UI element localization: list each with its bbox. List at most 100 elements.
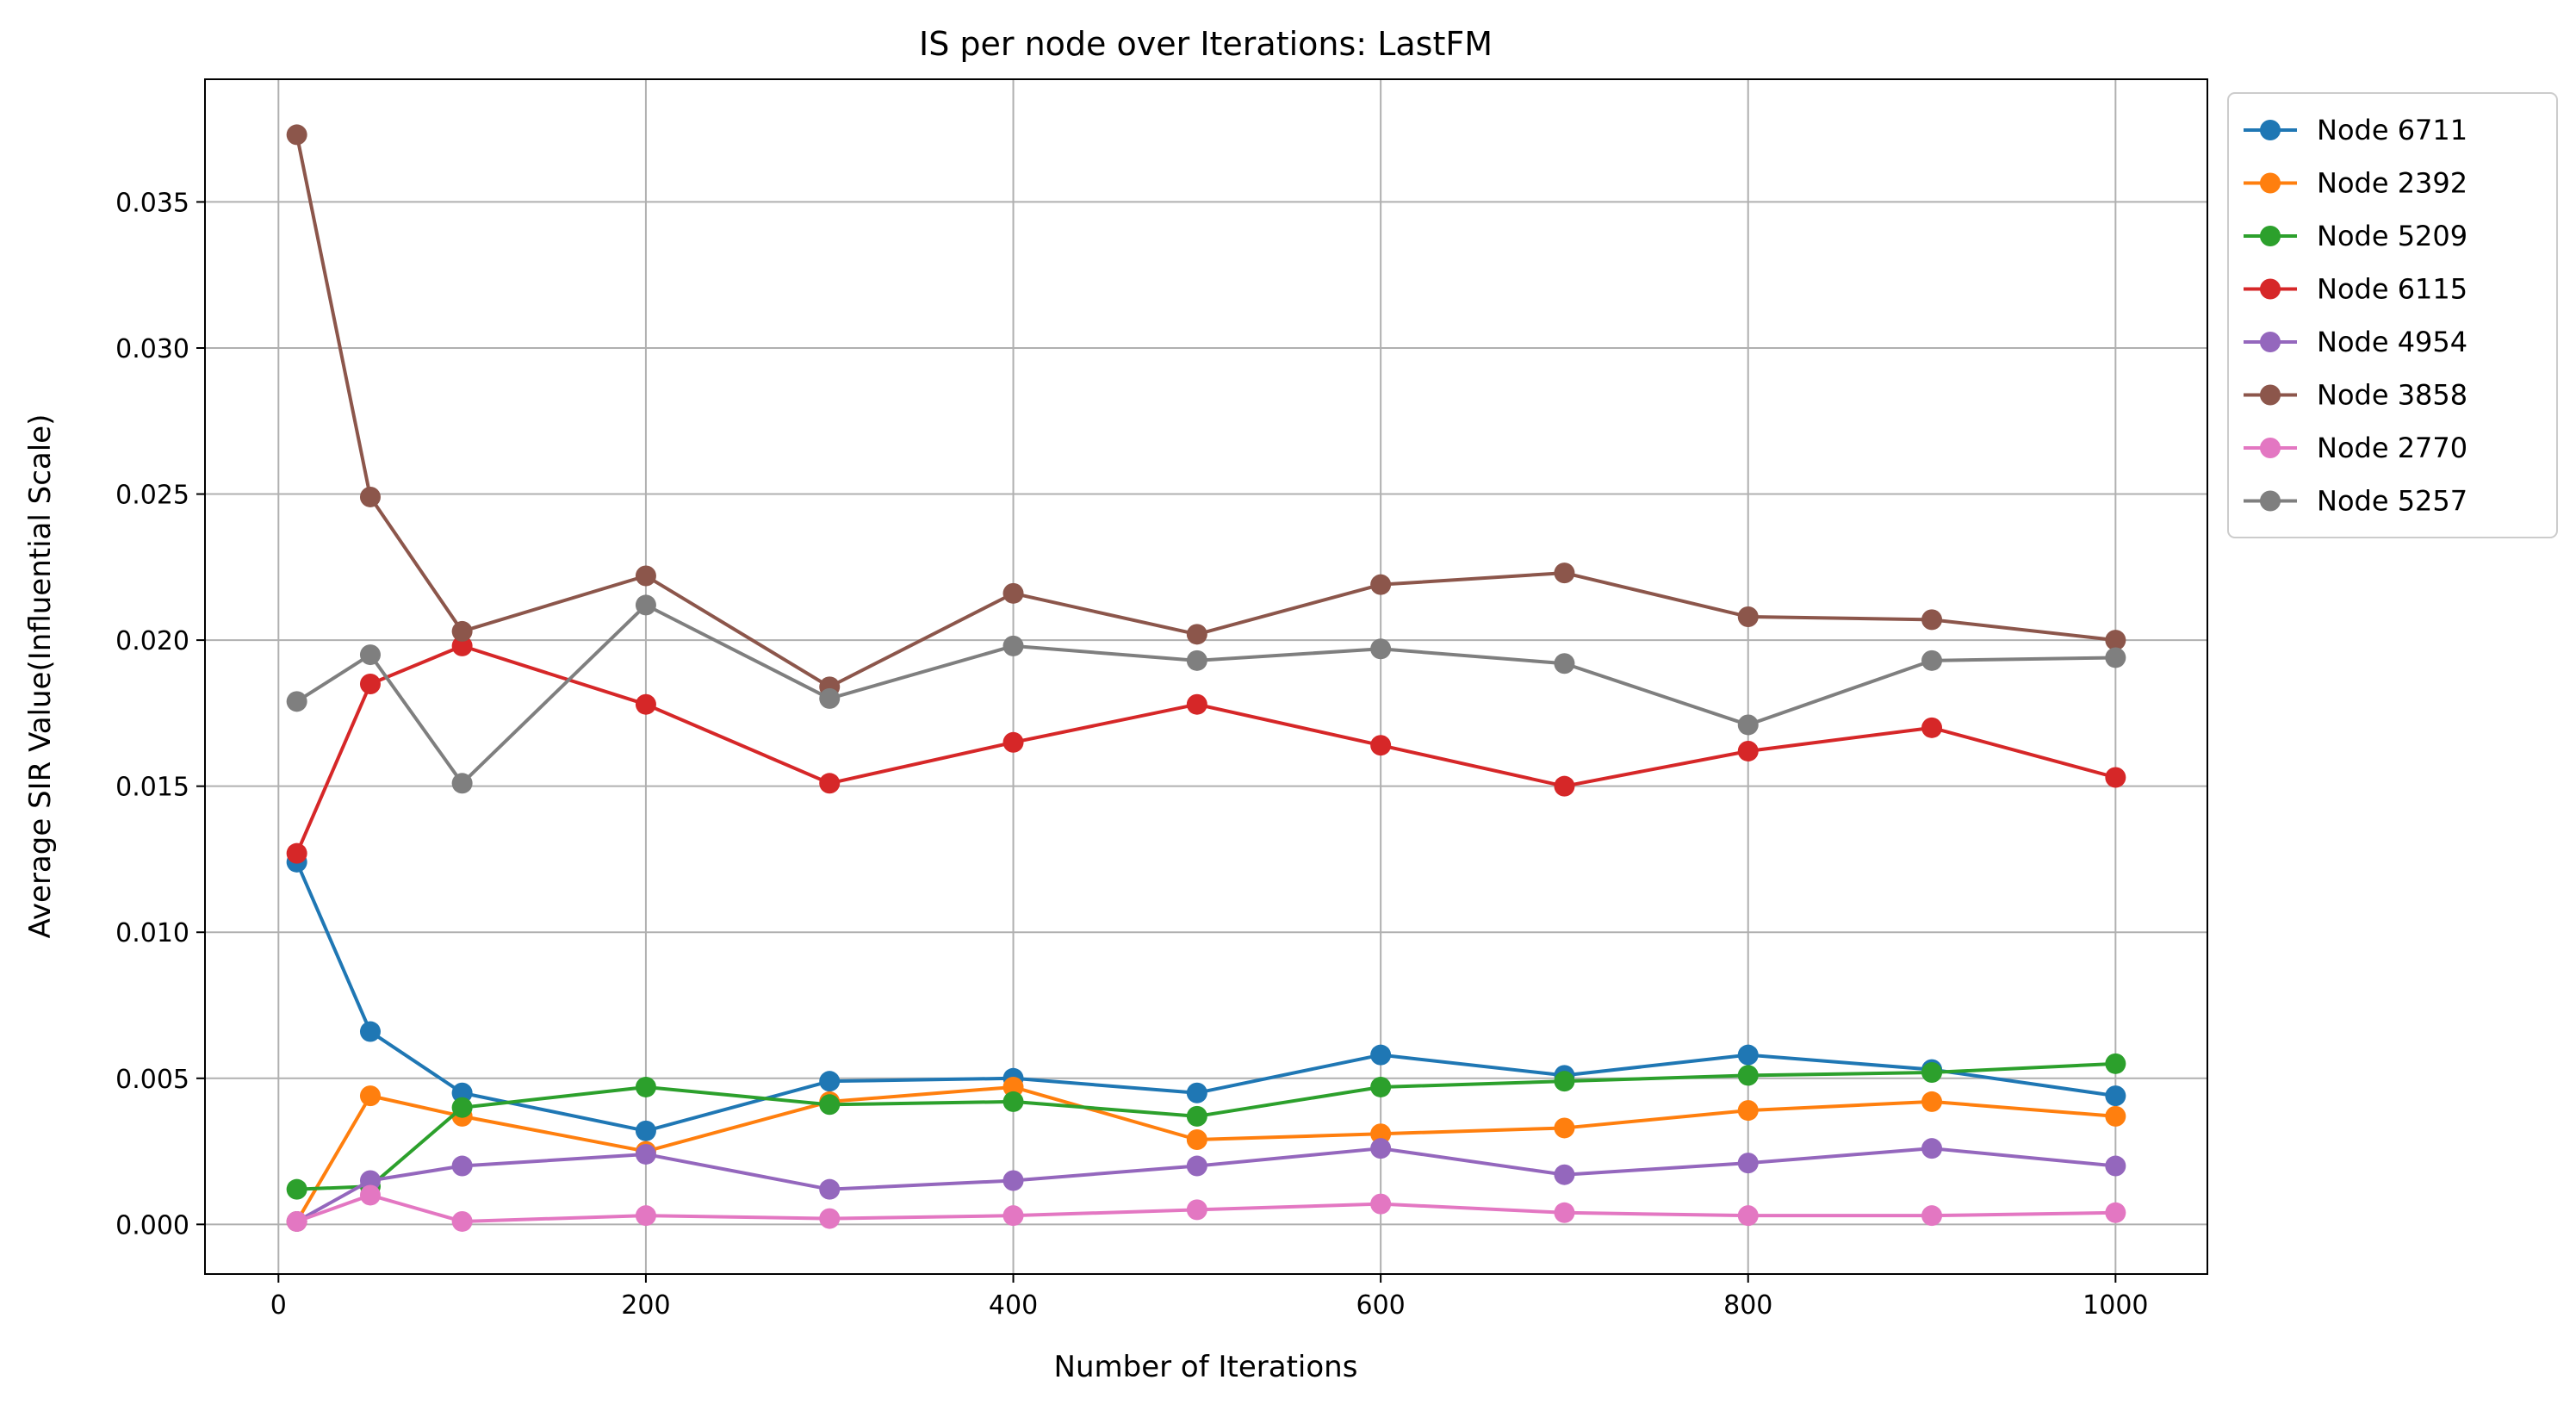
data-point-node-2770	[1737, 1205, 1759, 1227]
data-point-node-5257	[1554, 653, 1575, 674]
legend-item-node-5257: Node 5257	[2244, 485, 2467, 518]
legend-marker	[2260, 226, 2281, 246]
data-point-node-2392	[1002, 1076, 1024, 1097]
y-tick-label: 0.005	[115, 1065, 189, 1095]
data-point-node-5257	[819, 687, 841, 709]
series-node-2770	[286, 1184, 2126, 1232]
data-point-node-5257	[2105, 647, 2126, 668]
data-point-node-2392	[1921, 1091, 1943, 1112]
data-point-node-6711	[1737, 1044, 1759, 1066]
y-tick-label: 0.035	[115, 188, 189, 218]
data-point-node-2770	[635, 1205, 656, 1227]
data-point-node-3858	[1737, 606, 1759, 627]
series-node-6711	[286, 851, 2126, 1141]
data-point-node-4954	[359, 1170, 381, 1191]
legend-item-node-5209: Node 5209	[2244, 220, 2467, 252]
y-tick-label: 0.000	[115, 1210, 189, 1240]
legend-marker	[2260, 438, 2281, 458]
x-tick-label: 0	[270, 1290, 287, 1321]
legend-label: Node 6711	[2317, 114, 2467, 146]
series-line-node-5209	[296, 1061, 2116, 1191]
data-point-node-6115	[635, 693, 656, 715]
y-tick-label: 0.030	[115, 334, 189, 364]
data-point-node-4954	[1370, 1138, 1392, 1159]
data-point-node-2770	[1554, 1202, 1575, 1223]
series-line-node-5257	[295, 603, 2116, 786]
data-point-node-5257	[1737, 714, 1759, 736]
data-point-node-4954	[451, 1155, 473, 1177]
data-point-node-3858	[1921, 609, 1943, 631]
data-point-node-5257	[359, 644, 381, 666]
series-line-node-6711	[295, 861, 2116, 1133]
data-point-node-5209	[286, 1178, 307, 1200]
data-point-node-6711	[1186, 1082, 1207, 1103]
data-point-node-6115	[1737, 740, 1759, 761]
y-tick-label: 0.010	[115, 918, 189, 948]
data-point-node-2770	[1370, 1193, 1392, 1215]
grid-lines	[205, 79, 2207, 1274]
data-point-node-3858	[1002, 582, 1024, 604]
legend-marker	[2260, 384, 2281, 406]
data-point-node-4954	[819, 1178, 841, 1200]
data-point-node-4954	[1921, 1138, 1943, 1159]
data-point-node-3858	[1554, 563, 1575, 584]
series-line-node-4954	[295, 1147, 2116, 1223]
x-axis-label: Number of Iterations	[1054, 1350, 1358, 1384]
x-tick-label: 600	[1356, 1290, 1406, 1321]
legend-marker	[2260, 278, 2281, 300]
data-point-node-5209	[819, 1094, 841, 1116]
data-point-node-2770	[1002, 1205, 1024, 1227]
legend-item-node-6115: Node 6115	[2244, 273, 2467, 306]
data-point-node-3858	[1186, 624, 1207, 645]
data-point-node-4954	[2105, 1155, 2126, 1177]
data-point-node-6115	[1554, 775, 1575, 797]
data-point-node-4954	[1186, 1155, 1207, 1177]
legend-label: Node 3858	[2317, 379, 2467, 412]
data-point-node-6115	[2105, 767, 2126, 788]
series-line-node-6115	[295, 643, 2116, 855]
data-point-node-2770	[1186, 1199, 1207, 1221]
data-point-node-6115	[451, 635, 473, 656]
series-node-5257	[286, 594, 2126, 794]
x-tick-label: 1000	[2083, 1290, 2148, 1321]
legend-marker	[2260, 120, 2281, 140]
series-line-node-2392	[295, 1085, 2116, 1222]
data-point-node-2770	[286, 1210, 307, 1232]
series-line-node-2770	[295, 1193, 2116, 1223]
x-axis: 0 200 400 600 800 1000	[270, 1274, 2149, 1321]
data-point-node-6115	[1002, 731, 1024, 753]
x-tick-label: 800	[1723, 1290, 1772, 1321]
data-point-node-3858	[635, 565, 656, 587]
data-point-node-6711	[1370, 1044, 1392, 1066]
legend-label: Node 2770	[2317, 432, 2467, 464]
x-tick-label: 200	[621, 1290, 670, 1321]
data-point-node-6115	[819, 773, 841, 794]
plot-area	[286, 124, 2126, 1232]
series-node-6115	[286, 635, 2126, 864]
data-point-node-5209	[635, 1076, 656, 1097]
series-node-5209	[286, 1053, 2126, 1200]
data-point-node-2392	[359, 1085, 381, 1107]
data-point-node-3858	[286, 124, 307, 146]
y-tick-label: 0.025	[115, 481, 189, 511]
data-point-node-6115	[286, 842, 307, 864]
data-point-node-2770	[451, 1210, 473, 1232]
data-point-node-4954	[1554, 1164, 1575, 1185]
x-tick-label: 400	[989, 1290, 1038, 1321]
data-point-node-6115	[1370, 735, 1392, 756]
legend-item-node-3858: Node 3858	[2244, 379, 2467, 412]
plot-frame	[204, 78, 2208, 1275]
data-point-node-5257	[1921, 650, 1943, 671]
legend-label: Node 5257	[2317, 485, 2467, 518]
legend-label: Node 5209	[2317, 220, 2467, 252]
data-point-node-2392	[1186, 1129, 1207, 1151]
data-point-node-2392	[1737, 1100, 1759, 1122]
data-point-node-2770	[359, 1184, 381, 1206]
y-tick-label: 0.020	[115, 626, 189, 656]
data-point-node-6711	[2105, 1085, 2126, 1107]
data-point-node-6711	[359, 1021, 381, 1042]
y-axis-label: Average SIR Value(Influential Scale)	[23, 414, 58, 939]
y-axis: 0.000 0.005 0.010 0.015 0.020 0.025 0.030 0.035	[115, 188, 205, 1240]
data-point-node-3858	[1370, 574, 1392, 595]
